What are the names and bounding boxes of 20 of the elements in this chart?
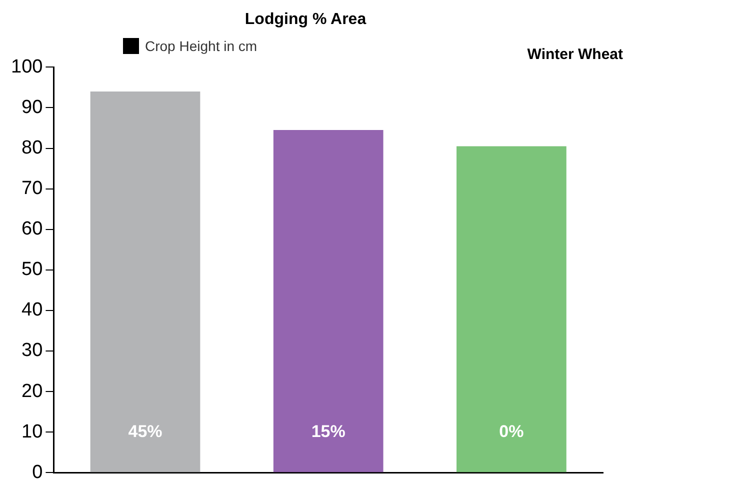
annotation: 15% <box>311 422 346 441</box>
y-tick-label: 50 <box>22 259 43 280</box>
bar <box>456 146 566 472</box>
y-tick-label: 20 <box>22 380 43 402</box>
y-tick-label: 0 <box>32 462 43 483</box>
bar <box>90 92 200 472</box>
y-tick-label: 30 <box>22 340 43 362</box>
text: Winter Wheat <box>527 46 623 64</box>
annotation: 45% <box>128 422 162 441</box>
chart-title: Lodging % Area <box>244 11 366 28</box>
text: Crop Height in cm <box>145 38 258 54</box>
y-tick-label: 60 <box>22 218 43 240</box>
annotation: 0% <box>499 422 524 441</box>
y-tick-label: 40 <box>22 300 43 321</box>
y-tick-label: 10 <box>22 421 43 442</box>
y-tick-label: 80 <box>22 138 43 159</box>
y-tick-label: 90 <box>22 96 43 118</box>
bar <box>273 130 384 472</box>
y-tick-label: 100 <box>11 56 43 78</box>
y-tick-label: 70 <box>22 178 43 200</box>
